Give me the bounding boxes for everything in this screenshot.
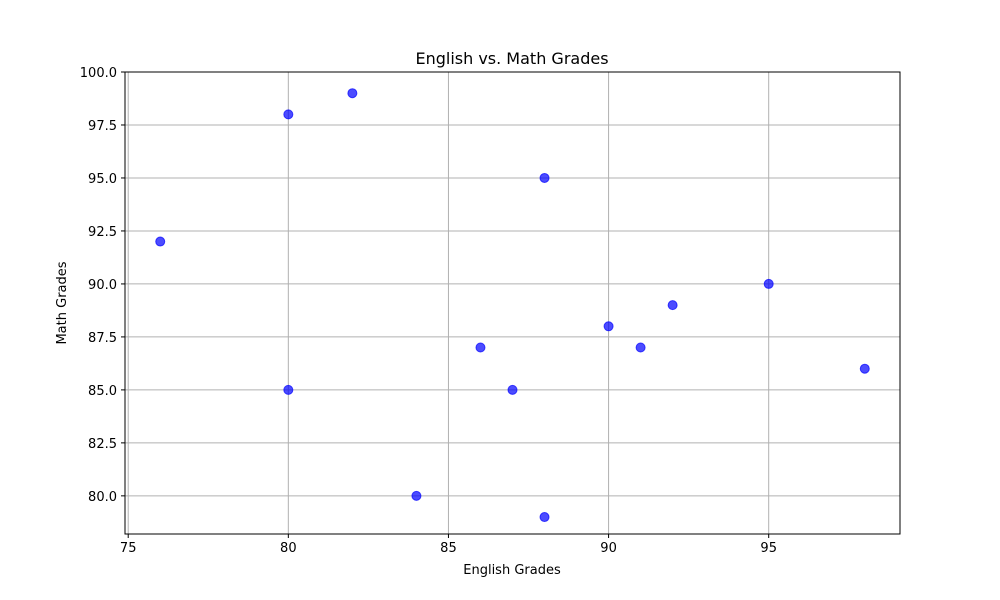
x-tick-label: 85	[440, 541, 457, 556]
plot-area-frame	[124, 71, 901, 535]
data-point	[155, 236, 166, 247]
y-tick-label: 92.5	[88, 225, 117, 240]
y-tick-label: 85.0	[88, 384, 117, 399]
y-tick-label: 100.0	[80, 66, 117, 81]
data-point	[859, 363, 870, 374]
x-axis-label: English Grades	[463, 563, 561, 578]
data-point	[603, 321, 614, 332]
x-axis-ticks: 75 80 85 90 95	[120, 534, 777, 556]
y-tick-label: 97.5	[88, 119, 117, 134]
x-tick-label: 95	[760, 541, 777, 556]
y-tick-label: 87.5	[88, 331, 117, 346]
y-tick-label: 90.0	[88, 278, 117, 293]
x-tick-label: 75	[120, 541, 137, 556]
data-point	[283, 384, 294, 395]
data-point	[539, 172, 550, 183]
data-point	[411, 490, 422, 501]
data-point	[635, 342, 646, 353]
data-points	[155, 88, 870, 523]
y-axis-ticks: 80.0 82.5 85.0 87.5 90.0 92.5 95.0 97.5 100.0	[80, 66, 125, 505]
y-axis-label: Math Grades	[55, 261, 70, 344]
data-point	[507, 384, 518, 395]
x-tick-label: 80	[280, 541, 297, 556]
data-point	[475, 342, 486, 353]
chart-title: English vs. Math Grades	[415, 49, 608, 68]
data-point	[667, 300, 678, 311]
data-point	[283, 109, 294, 120]
x-tick-label: 90	[600, 541, 617, 556]
data-point	[763, 278, 774, 289]
data-point	[347, 88, 358, 99]
y-tick-label: 95.0	[88, 172, 117, 187]
data-point	[539, 512, 550, 523]
y-tick-label: 82.5	[88, 437, 117, 452]
grid-lines	[125, 71, 900, 534]
y-tick-label: 80.0	[88, 490, 117, 505]
